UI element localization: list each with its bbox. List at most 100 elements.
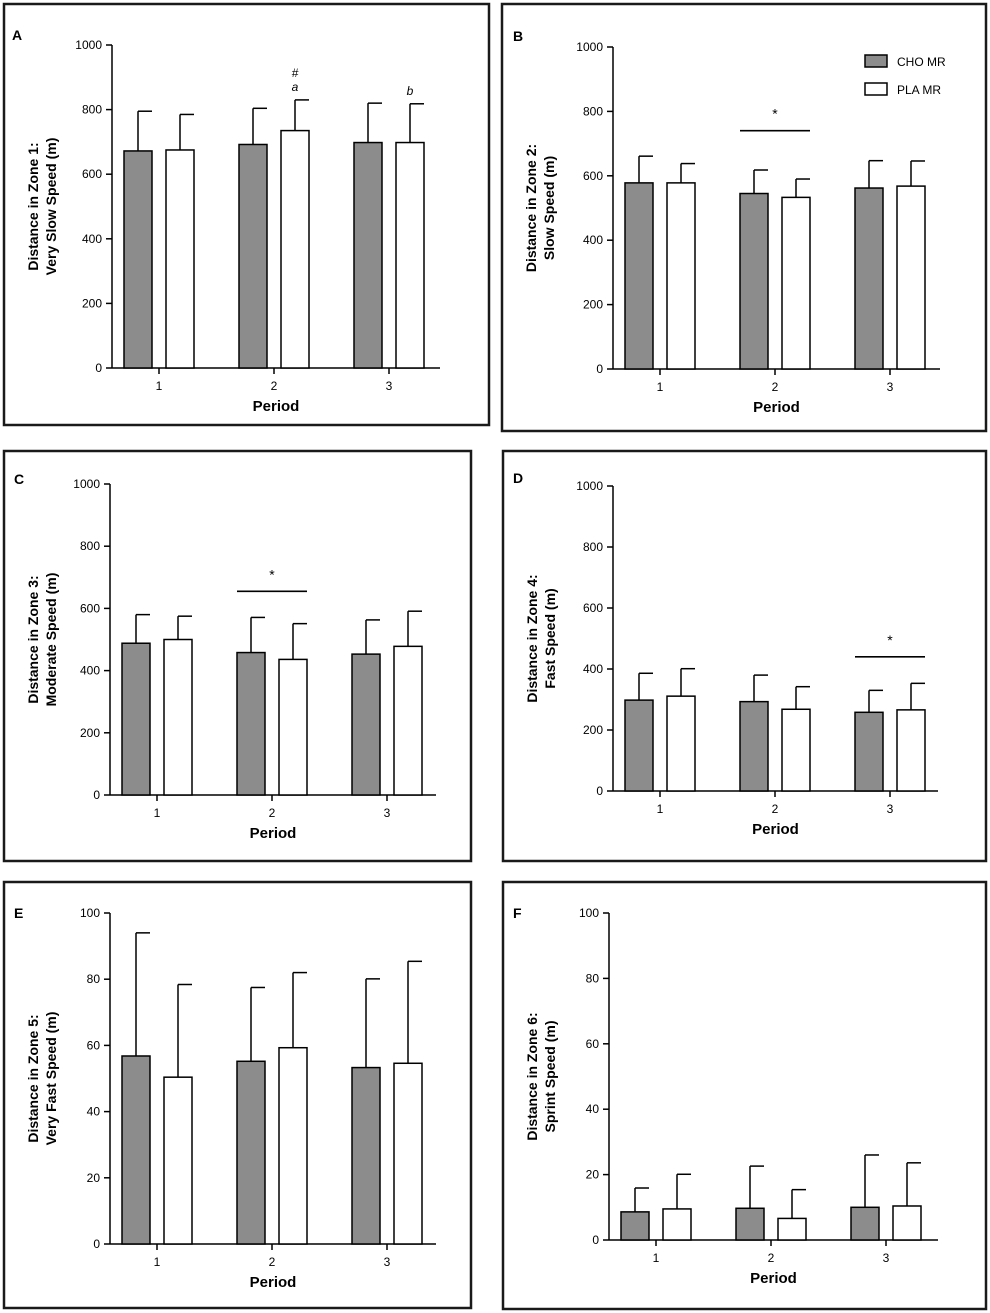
panel-letter: C — [14, 471, 24, 487]
panel-letter: F — [513, 905, 522, 921]
x-axis-title: Period — [253, 398, 300, 415]
x-tick-label: 3 — [887, 802, 894, 816]
y-axis-title-line1: Distance in Zone 3: — [25, 575, 41, 703]
x-tick-label: 2 — [772, 802, 779, 816]
y-tick-label: 800 — [583, 540, 603, 554]
y-tick-label: 400 — [583, 662, 603, 676]
panel-frame — [2, 880, 473, 1310]
y-axis-title-line2: Moderate Speed (m) — [43, 573, 59, 707]
bar-cho-mr — [353, 141, 383, 369]
x-tick-label: 1 — [657, 380, 664, 394]
y-tick-label: 800 — [583, 104, 603, 118]
bar-pla-mr — [777, 1217, 807, 1241]
bar-pla-mr — [280, 129, 310, 369]
panel-letter: D — [513, 470, 523, 486]
panel-f: F 0 20 40 60 80 100 1 2 3 Period Distance in Zone 6… — [501, 880, 988, 1311]
significance-marker: * — [772, 106, 778, 122]
panel-letter: B — [513, 28, 523, 44]
panel-frame — [2, 449, 473, 863]
panel-letter: A — [12, 27, 22, 43]
x-tick-label: 1 — [653, 1251, 660, 1265]
x-tick-label: 1 — [657, 802, 664, 816]
y-axis-title: Distance in Zone 3: Moderate Speed (m) — [25, 573, 59, 707]
y-axis-title-line2: Slow Speed (m) — [541, 156, 557, 260]
y-tick-label: 1000 — [75, 38, 102, 52]
y-axis-title-line1: Distance in Zone 1: — [25, 142, 41, 270]
legend-swatch-cho — [864, 54, 888, 68]
y-tick-label: 600 — [82, 167, 102, 181]
y-axis-title-line1: Distance in Zone 4: — [524, 574, 540, 702]
bar-pla-mr — [781, 196, 811, 370]
y-tick-label: 1000 — [576, 40, 603, 54]
x-tick-label: 2 — [772, 380, 779, 394]
legend-label-cho: CHO MR — [897, 55, 946, 69]
bar-cho-mr — [123, 150, 153, 369]
significance-marker: * — [269, 566, 275, 582]
y-tick-label: 20 — [586, 1168, 600, 1182]
bar-pla-mr — [781, 708, 811, 792]
y-tick-label: 40 — [87, 1105, 101, 1119]
x-tick-label: 2 — [768, 1251, 775, 1265]
bar-pla-mr — [393, 645, 423, 796]
y-tick-label: 1000 — [73, 477, 100, 491]
y-tick-label: 600 — [583, 601, 603, 615]
bar-cho-mr — [854, 187, 884, 370]
panel-c: C 0 200 400 600 800 1000 1 2 3 Period Distance in Z… — [2, 449, 473, 863]
x-axis-title: Period — [753, 399, 800, 416]
bar-cho-mr — [620, 1211, 650, 1241]
y-tick-label: 0 — [95, 361, 102, 375]
bar-cho-mr — [121, 1055, 151, 1245]
bar-pla-mr — [666, 182, 696, 370]
y-axis-title: Distance in Zone 1: Very Slow Speed (m) — [25, 138, 59, 276]
y-axis-title-line1: Distance in Zone 5: — [25, 1014, 41, 1142]
y-tick-label: 0 — [596, 362, 603, 376]
bar-cho-mr — [238, 143, 268, 369]
y-tick-label: 0 — [93, 1237, 100, 1251]
x-axis-title: Period — [750, 1270, 797, 1287]
bar-cho-mr — [236, 651, 266, 796]
bar-pla-mr — [278, 658, 308, 796]
panel-frame — [500, 2, 988, 433]
y-tick-label: 20 — [87, 1171, 101, 1185]
y-tick-label: 0 — [596, 784, 603, 798]
y-tick-label: 400 — [80, 664, 100, 678]
bar-cho-mr — [739, 700, 769, 792]
y-tick-label: 800 — [80, 539, 100, 553]
bar-cho-mr — [624, 182, 654, 370]
annotation-text: b — [407, 84, 414, 98]
bar-cho-mr — [351, 653, 381, 796]
legend-label-pla: PLA MR — [897, 83, 941, 97]
annotation-text: # — [292, 66, 299, 80]
x-tick-label: 1 — [154, 1255, 161, 1269]
y-tick-label: 200 — [82, 296, 102, 310]
y-tick-label: 60 — [586, 1037, 600, 1051]
bar-cho-mr — [854, 711, 884, 792]
x-tick-label: 3 — [887, 380, 894, 394]
y-axis-title: Distance in Zone 5: Very Fast Speed (m) — [25, 1012, 59, 1146]
y-tick-label: 80 — [87, 972, 101, 986]
bar-cho-mr — [236, 1060, 266, 1245]
bar-cho-mr — [735, 1207, 765, 1241]
bar-pla-mr — [393, 1062, 423, 1245]
bar-pla-mr — [892, 1205, 922, 1241]
x-tick-label: 1 — [156, 379, 163, 393]
y-axis-title-line2: Very Slow Speed (m) — [43, 138, 59, 276]
x-tick-label: 3 — [883, 1251, 890, 1265]
x-axis-title: Period — [250, 825, 297, 842]
bar-pla-mr — [666, 695, 696, 792]
bar-pla-mr — [165, 149, 195, 369]
y-tick-label: 400 — [82, 232, 102, 246]
y-tick-label: 60 — [87, 1038, 101, 1052]
bar-cho-mr — [739, 192, 769, 370]
bar-cho-mr — [121, 642, 151, 796]
bar-pla-mr — [395, 141, 425, 369]
x-axis-title: Period — [250, 1274, 297, 1291]
y-axis-title-line2: Fast Speed (m) — [542, 588, 558, 688]
bar-cho-mr — [850, 1206, 880, 1241]
significance-marker: * — [887, 632, 893, 648]
bar-pla-mr — [163, 638, 193, 796]
x-tick-label: 3 — [384, 806, 391, 820]
x-tick-label: 2 — [269, 806, 276, 820]
y-tick-label: 200 — [583, 723, 603, 737]
